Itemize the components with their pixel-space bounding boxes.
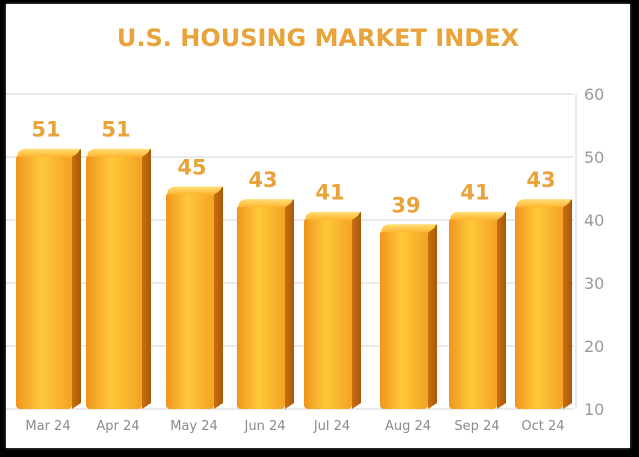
x-axis-ticks: Mar 24 Apr 24 May 24 Jun 24 Jul 24 Aug 24 Sep … [25,419,564,434]
y-tick-label: 60 [584,85,604,104]
data-labels: 51 51 45 43 41 39 41 43 [31,118,555,218]
bar-top [450,211,505,220]
x-tick-label: Jun 24 [244,419,286,434]
bar-front [86,154,142,409]
data-label: 39 [391,193,420,217]
bar-top [167,186,222,195]
bar-front [166,192,214,409]
bar-side [352,211,361,409]
bar-front [237,205,285,409]
bar-top [381,224,436,233]
bars [16,148,572,409]
bar-front [380,230,428,409]
x-tick-label: May 24 [170,419,218,434]
bar-top [17,148,80,157]
bar-top [87,148,150,157]
bar [166,186,223,409]
bar-front [304,217,352,409]
data-label: 41 [460,181,489,205]
chart-title: U.S. HOUSING MARKET INDEX [117,24,520,52]
x-tick-label: Oct 24 [521,419,564,434]
x-tick-label: Apr 24 [96,419,139,434]
bar [86,148,151,409]
data-label: 43 [248,168,277,192]
bar [449,211,506,409]
bar-side [285,199,294,409]
bar [304,211,361,409]
bar [515,199,572,409]
bar-front [515,205,563,409]
bar [237,199,294,409]
x-tick-label: Aug 24 [385,419,431,434]
bar-side [497,211,506,409]
bar-side [563,199,572,409]
data-label: 45 [177,156,206,180]
housing-index-chart: U.S. HOUSING MARKET INDEX 10 20 30 40 50 60 5… [6,24,604,434]
y-axis-ticks: 10 20 30 40 50 60 [584,85,604,419]
x-tick-label: Jul 24 [313,419,350,434]
x-tick-label: Mar 24 [25,419,70,434]
bar-side [72,148,81,409]
data-label: 41 [315,181,344,205]
bar-front [16,154,72,409]
y-tick-label: 20 [584,337,604,356]
bar-side [214,186,223,409]
data-label: 43 [526,168,555,192]
data-label: 51 [101,118,130,142]
chart-frame: U.S. HOUSING MARKET INDEX 10 20 30 40 50 60 5… [6,4,630,448]
bar [380,224,437,409]
bar-top [305,211,360,220]
y-tick-label: 50 [584,148,604,167]
bar-top [238,199,293,208]
x-tick-label: Sep 24 [454,419,499,434]
bar [16,148,81,409]
y-tick-label: 30 [584,274,604,293]
y-tick-label: 10 [584,400,604,419]
bar-side [428,224,437,409]
bar-front [449,217,497,409]
bar-top [516,199,571,208]
bar-side [142,148,151,409]
y-tick-label: 40 [584,211,604,230]
data-label: 51 [31,118,60,142]
